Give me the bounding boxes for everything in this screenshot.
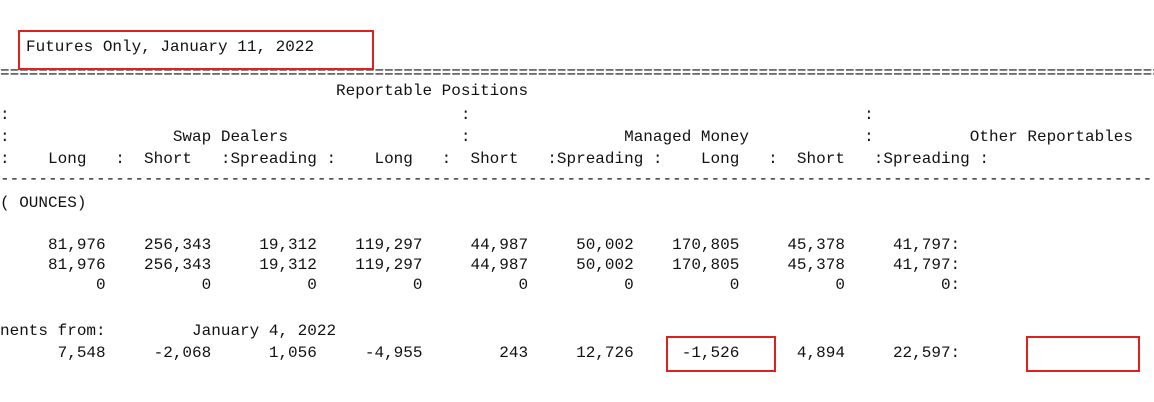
report-title: Futures Only, January 11, 2022	[26, 38, 315, 56]
header-line: : : : :	[0, 106, 1154, 124]
header-line: : Swap Dealers : Managed Money : Other R…	[0, 128, 1154, 146]
column-separator: ----------------------------------------…	[0, 170, 1154, 188]
data-row: 81,976 256,343 19,312 119,297 44,987 50,…	[0, 236, 961, 254]
changes-data-row: 7,548 -2,068 1,056 -4,955 243 12,726 -1,…	[0, 344, 961, 362]
changes-header-line: nents from: January 4, 2022 :	[0, 322, 1154, 340]
other-reportables-spreading-change-highlight-box	[1026, 336, 1140, 372]
data-row: 81,976 256,343 19,312 119,297 44,987 50,…	[0, 256, 961, 274]
header-separator: ========================================…	[0, 64, 1154, 82]
unit-line: ( OUNCES) :	[0, 194, 1154, 212]
blank-line: :	[0, 216, 1154, 234]
data-row: 0 0 0 0 0 0 0 0 0:	[0, 276, 961, 294]
header-line: Reportable Positions :	[0, 82, 1154, 100]
blank-line: :	[0, 300, 1154, 318]
column-header-line: : Long : Short :Spreading : Long : Short…	[0, 150, 989, 168]
